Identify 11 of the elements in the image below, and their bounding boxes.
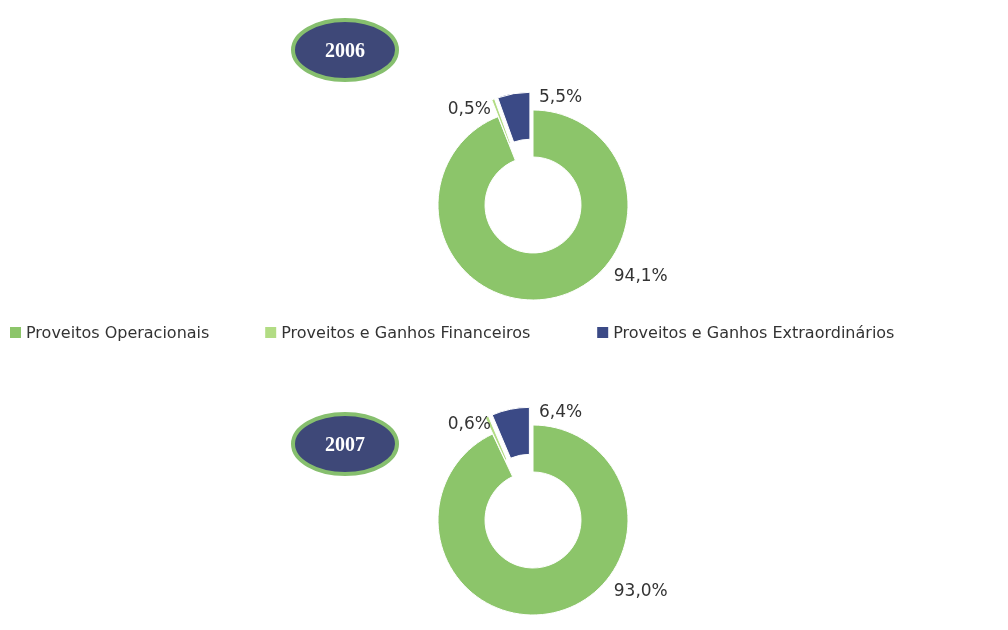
- data-label: 6,4%: [539, 401, 583, 421]
- data-label: 94,1%: [613, 265, 668, 285]
- legend-label: Proveitos Operacionais: [26, 323, 210, 342]
- legend-label: Proveitos e Ganhos Financeiros: [281, 323, 531, 342]
- data-label: 0,6%: [447, 413, 491, 433]
- chart-title: 2006: [325, 39, 365, 61]
- data-label: 0,5%: [447, 98, 491, 118]
- text: 2007: [325, 433, 365, 455]
- legend-label: Proveitos e Ganhos Extraordinários: [613, 323, 895, 342]
- data-label: 93,0%: [613, 580, 668, 600]
- data-label: 5,5%: [539, 86, 583, 106]
